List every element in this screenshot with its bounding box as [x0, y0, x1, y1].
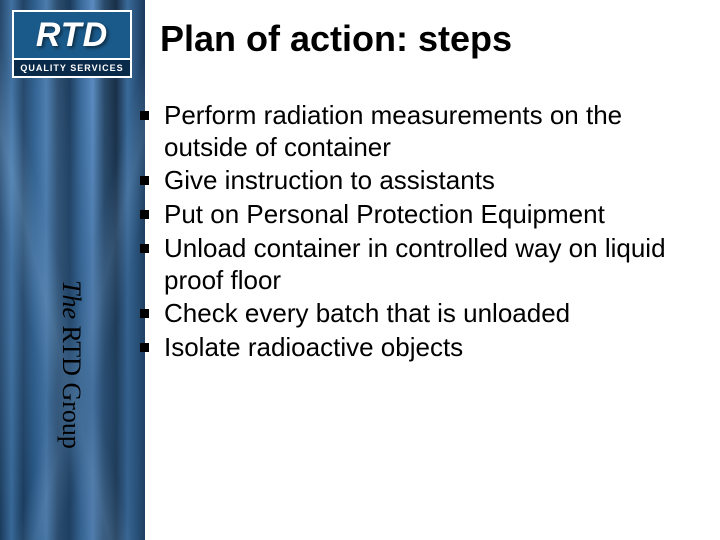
- bullet-list: Perform radiation measurements on the ou…: [130, 100, 700, 364]
- vertical-label-rtd: RTD Group: [57, 326, 86, 449]
- logo-top: RTD: [12, 10, 132, 60]
- logo: RTD QUALITY SERVICES: [12, 10, 132, 82]
- list-item: Perform radiation measurements on the ou…: [130, 100, 700, 163]
- list-item-text: Unload container in controlled way on li…: [164, 233, 666, 295]
- content-area: Perform radiation measurements on the ou…: [130, 100, 700, 366]
- list-item-text: Isolate radioactive objects: [164, 332, 463, 362]
- logo-top-text: RTD: [36, 16, 108, 55]
- list-item-text: Check every batch that is unloaded: [164, 298, 570, 328]
- list-item-text: Put on Personal Protection Equipment: [164, 199, 605, 229]
- list-item: Put on Personal Protection Equipment: [130, 199, 700, 231]
- logo-bottom: QUALITY SERVICES: [12, 60, 132, 78]
- list-item: Give instruction to assistants: [130, 165, 700, 197]
- list-item: Unload container in controlled way on li…: [130, 233, 700, 296]
- list-item-text: Give instruction to assistants: [164, 165, 495, 195]
- vertical-label: The RTD Group: [56, 280, 86, 449]
- vertical-label-the: The: [57, 280, 86, 326]
- logo-bottom-text: QUALITY SERVICES: [20, 63, 123, 73]
- list-item: Check every batch that is unloaded: [130, 298, 700, 330]
- list-item-text: Perform radiation measurements on the ou…: [164, 100, 622, 162]
- list-item: Isolate radioactive objects: [130, 332, 700, 364]
- page-title: Plan of action: steps: [160, 18, 512, 60]
